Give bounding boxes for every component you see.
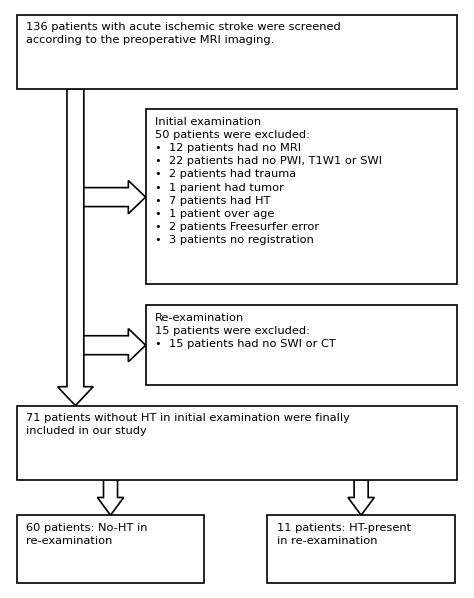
FancyBboxPatch shape [146, 109, 457, 284]
FancyBboxPatch shape [267, 515, 455, 584]
FancyBboxPatch shape [17, 515, 204, 584]
Polygon shape [57, 89, 93, 405]
FancyBboxPatch shape [17, 14, 457, 89]
Text: 60 patients: No-HT in
re-examination: 60 patients: No-HT in re-examination [26, 523, 148, 546]
Polygon shape [348, 480, 374, 515]
FancyBboxPatch shape [146, 305, 457, 385]
Text: 136 patients with acute ischemic stroke were screened
according to the preoperat: 136 patients with acute ischemic stroke … [26, 22, 341, 45]
Polygon shape [97, 480, 124, 515]
Polygon shape [84, 329, 146, 362]
Polygon shape [84, 181, 146, 213]
FancyBboxPatch shape [17, 405, 457, 480]
Text: 71 patients without HT in initial examination were finally
included in our study: 71 patients without HT in initial examin… [26, 413, 350, 436]
Text: 11 patients: HT-present
in re-examination: 11 patients: HT-present in re-examinatio… [277, 523, 411, 546]
Text: Re-examination
15 patients were excluded:
•  15 patients had no SWI or CT: Re-examination 15 patients were excluded… [155, 313, 336, 349]
Text: Initial examination
50 patients were excluded:
•  12 patients had no MRI
•  22 p: Initial examination 50 patients were exc… [155, 117, 382, 245]
